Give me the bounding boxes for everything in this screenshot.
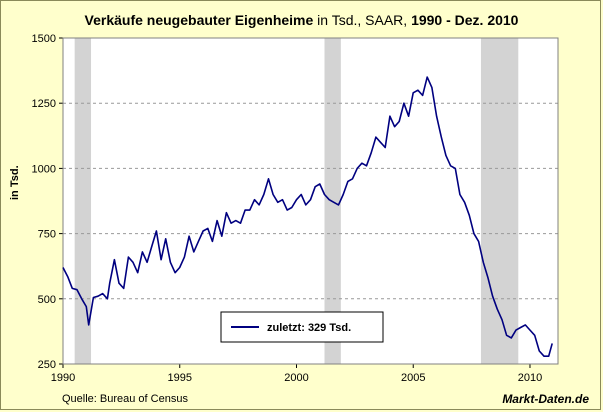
chart-title: Verkäufe neugebauter Eigenheime in Tsd.,… xyxy=(0,12,603,28)
series-line-0 xyxy=(62,76,553,358)
y-tick-label-1500: 1500 xyxy=(32,33,56,45)
x-tick-label-2005: 2005 xyxy=(401,372,425,384)
y-tick-label-1000: 1000 xyxy=(32,163,56,175)
x-tick-label-1995: 1995 xyxy=(168,372,192,384)
source-note: Quelle: Bureau of Census xyxy=(62,393,188,405)
x-tick-label-1990: 1990 xyxy=(51,372,75,384)
y-tick-label-750: 750 xyxy=(38,229,56,241)
plot-area xyxy=(63,38,558,364)
recession-band-0 xyxy=(74,38,92,364)
brand-logo: Markt-Daten.de xyxy=(502,392,589,406)
y-tick-label-500: 500 xyxy=(38,294,56,306)
title-bold-part: Verkäufe neugebauter Eigenheime xyxy=(84,12,314,28)
y-tick-label-250: 250 xyxy=(38,359,56,371)
legend-label: zuletzt: 329 Tsd. xyxy=(267,322,351,334)
title-normal-part: in Tsd., SAAR, xyxy=(313,12,412,28)
recession-band-2 xyxy=(480,38,519,364)
x-tick-label-2010: 2010 xyxy=(518,372,542,384)
x-tick-label-2000: 2000 xyxy=(284,372,308,384)
title-date-range: 1990 - Dez. 2010 xyxy=(411,12,519,28)
y-tick-label-1250: 1250 xyxy=(32,98,56,110)
plot-border xyxy=(62,37,559,365)
